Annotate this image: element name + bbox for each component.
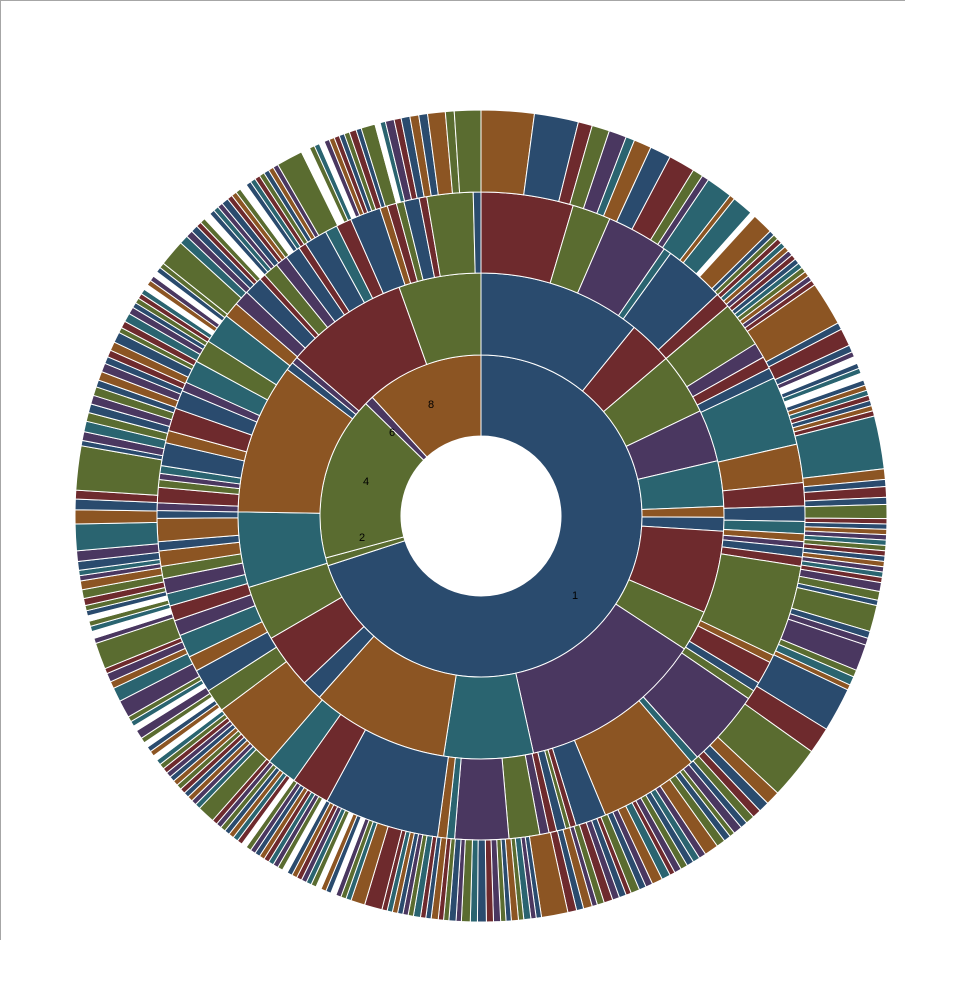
ring-2 <box>237 272 725 760</box>
sunburst-rings <box>74 109 888 923</box>
ring-4-segment-209 <box>74 509 158 525</box>
ring-3-segment-14 <box>723 505 806 522</box>
ring-4-segment-51 <box>804 503 888 520</box>
chart-area-frame <box>0 0 905 940</box>
ring-4-segment-117 <box>476 839 487 923</box>
segment-label-1: 1 <box>572 590 578 602</box>
segment-label-8: 8 <box>428 399 434 411</box>
sunburst-labels: 1 2 4 6 8 <box>359 399 578 602</box>
ring-3-segment-86 <box>472 191 482 274</box>
ring-3 <box>156 191 806 841</box>
segment-label-6: 6 <box>389 427 395 439</box>
ring-1 <box>319 354 643 678</box>
segment-label-4: 4 <box>363 476 369 488</box>
ring-4 <box>74 109 888 923</box>
ring-4-segment-285 <box>453 109 482 194</box>
ring-3-segment-35 <box>453 757 510 841</box>
segment-label-2: 2 <box>359 532 365 544</box>
